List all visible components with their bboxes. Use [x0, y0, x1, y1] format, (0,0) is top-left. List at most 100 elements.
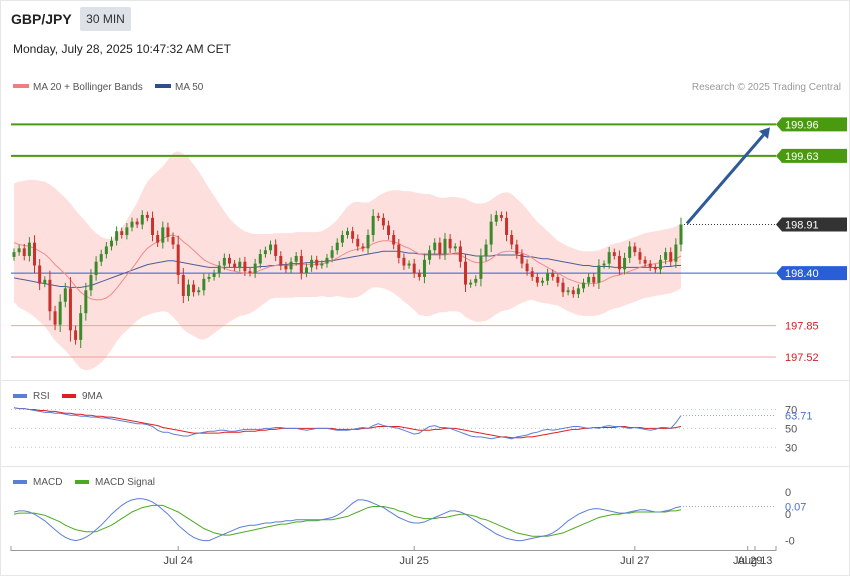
- candle-body: [505, 217, 509, 235]
- rsi-9ma-line: [13, 407, 682, 439]
- candle-body: [387, 225, 391, 235]
- rsi-line: [13, 407, 682, 440]
- candle-body: [571, 290, 575, 295]
- interval-badge-bg[interactable]: [80, 7, 131, 31]
- x-tick-label-Jul-25: Jul 25: [400, 555, 429, 567]
- candle-body: [151, 217, 155, 235]
- x-tick-label-Jul-24: Jul 24: [164, 555, 193, 567]
- candle-body: [109, 240, 113, 247]
- candle-body: [499, 214, 503, 218]
- candle-body: [89, 275, 93, 291]
- candle-body: [623, 257, 627, 270]
- candle-body: [202, 278, 206, 291]
- symbol-title: GBP/JPY: [11, 11, 72, 27]
- candle-body: [68, 288, 72, 331]
- rsi-tick-label-30: 30: [785, 442, 797, 454]
- level-label-199.96: 199.96: [785, 119, 819, 131]
- candle-body: [186, 284, 190, 297]
- candle-body: [587, 276, 591, 283]
- candle-body: [617, 255, 621, 270]
- rsi-legend-label: RSI: [33, 391, 50, 402]
- candle-body: [407, 263, 411, 266]
- candle-body: [520, 254, 524, 264]
- candle-body: [48, 279, 52, 312]
- ma20-legend-swatch: [13, 84, 29, 88]
- candle-body: [346, 231, 349, 235]
- level-tag-198.91: [776, 217, 847, 232]
- candle-body: [628, 246, 632, 258]
- candle-body: [243, 261, 247, 272]
- credit-label: Research © 2025 Trading Central: [692, 82, 841, 93]
- candle-body: [120, 231, 124, 235]
- candle-body: [125, 227, 129, 235]
- projection-arrow: [685, 134, 765, 225]
- candle-body: [84, 290, 88, 314]
- candle-body: [340, 235, 344, 243]
- rsi-tick-label-50: 50: [785, 423, 797, 435]
- rsi-legend-swatch: [13, 394, 27, 398]
- candle-body: [38, 265, 42, 284]
- candle-body: [546, 273, 550, 281]
- candle-body: [58, 301, 62, 325]
- candle-body: [304, 267, 308, 274]
- rsi-last-value: 63.71: [785, 410, 813, 422]
- candle-body: [679, 224, 683, 245]
- candle-body: [145, 214, 149, 218]
- candle-body: [510, 235, 514, 245]
- candle-body: [289, 261, 293, 270]
- candle-body: [612, 252, 616, 256]
- candle-body: [330, 250, 334, 258]
- candle-body: [494, 214, 498, 222]
- level-tag-199.96: [776, 117, 847, 132]
- macd-signal-legend-label: MACD Signal: [95, 477, 155, 488]
- macd-tick-label-0: 0: [785, 509, 791, 521]
- candle-body: [428, 250, 432, 260]
- candle-body: [458, 246, 462, 262]
- candle-body: [274, 244, 278, 256]
- candle-body: [238, 261, 242, 268]
- candle-body: [540, 280, 544, 283]
- candle-body: [140, 214, 144, 225]
- candle-body: [597, 265, 601, 283]
- candle-body: [166, 227, 170, 237]
- level-label-199.63: 199.63: [785, 151, 819, 163]
- candle-body: [217, 265, 221, 274]
- level-tag-199.63: [776, 148, 847, 163]
- candle-body: [556, 276, 560, 283]
- level-label-198.91: 198.91: [785, 220, 819, 232]
- candle-body: [489, 221, 493, 245]
- candle-body: [648, 263, 652, 268]
- candle-body: [253, 263, 257, 274]
- candle-body: [94, 261, 98, 276]
- bollinger-band: [14, 151, 681, 371]
- candle-body: [176, 244, 180, 276]
- x-tick-label-Aug-13: Aug 13: [738, 555, 773, 567]
- projection-arrowhead: [758, 127, 770, 139]
- rsi-panel: 70 50 30 63.71: [11, 405, 813, 454]
- candle-body: [376, 215, 380, 218]
- x-tick-label-Jul-29: Jul 29: [733, 555, 762, 567]
- candle-body: [258, 254, 262, 264]
- candle-body: [417, 273, 421, 277]
- candle-body: [227, 257, 231, 264]
- candle-body: [99, 254, 103, 262]
- candle-body: [412, 263, 416, 274]
- candle-body: [669, 252, 673, 262]
- candle-body: [207, 276, 211, 279]
- candle-body: [233, 263, 237, 268]
- level-label-197.52: 197.52: [785, 352, 819, 364]
- candle-body: [397, 244, 401, 258]
- candle-body: [422, 259, 426, 277]
- candle-body: [433, 242, 437, 251]
- candle-body: [17, 248, 21, 253]
- level-label-197.85: 197.85: [785, 321, 819, 333]
- candle-body: [515, 244, 519, 255]
- candle-body: [464, 261, 468, 285]
- interval-badge[interactable]: 30 MIN: [86, 12, 125, 26]
- ma20-legend-label: MA 20 + Bollinger Bands: [33, 82, 143, 93]
- candle-body: [381, 217, 385, 226]
- macd-panel: 0-000.07: [13, 487, 806, 548]
- candle-body: [156, 235, 160, 243]
- candle-body: [135, 221, 139, 225]
